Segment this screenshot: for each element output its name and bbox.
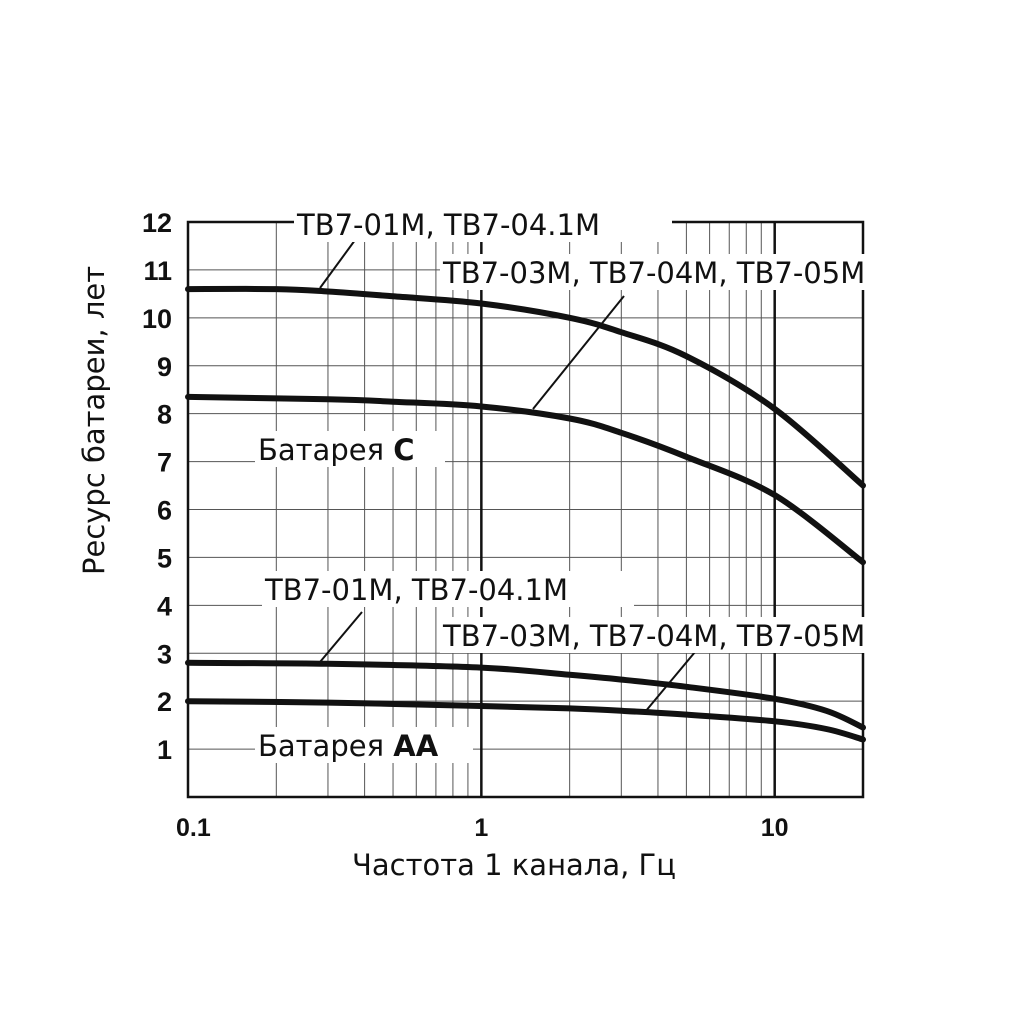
x-axis-title: Частота 1 канала, Гц (352, 848, 676, 882)
leader-aa-bottom (644, 651, 696, 713)
label-bg-aa-bottom (440, 617, 958, 653)
label-bg-c-bottom (440, 254, 958, 290)
x-tick-labels: 0.1 1 10 (176, 814, 789, 842)
x-tick-label: 0.1 (176, 814, 211, 842)
leader-aa-top (319, 611, 363, 663)
y-tick-label: 9 (157, 352, 172, 382)
y-tick-label: 3 (157, 639, 172, 669)
x-tick-label: 1 (474, 814, 488, 842)
series-curves (185, 285, 866, 743)
annotation-aa-bottom: ТВ7-03М, ТВ7-04М, ТВ7-05М (442, 619, 865, 653)
label-bg-aa-top (262, 571, 634, 607)
series-line-2 (185, 393, 866, 566)
x-tick-label: 10 (761, 814, 789, 842)
series-line-4 (185, 698, 866, 743)
label-bg-c-top (294, 206, 672, 242)
annotation-c-top: ТВ7-01М, ТВ7-04.1М (296, 208, 600, 242)
annotation-c-bottom: ТВ7-03М, ТВ7-04М, ТВ7-05М (442, 256, 865, 290)
series-line-1 (185, 285, 866, 489)
label-bg-c-battery (255, 431, 445, 467)
battery-c-label: Батарея C (258, 433, 415, 467)
y-tick-label: 4 (157, 591, 172, 621)
y-tick-label: 11 (143, 256, 172, 286)
annotation-aa-top: ТВ7-01М, ТВ7-04.1М (264, 573, 568, 607)
series-line-3 (185, 659, 866, 731)
y-tick-label: 7 (157, 448, 172, 478)
y-tick-label: 10 (142, 304, 172, 334)
y-tick-label: 12 (142, 208, 172, 238)
leader-c-top (319, 235, 359, 289)
y-tick-label: 8 (157, 400, 172, 430)
y-tick-label: 2 (157, 687, 172, 717)
label-bg-aa-battery (255, 727, 473, 763)
y-tick-label: 6 (157, 496, 172, 526)
leader-c-bottom (532, 295, 625, 410)
y-tick-label: 1 (157, 735, 172, 765)
y-tick-label: 5 (157, 543, 172, 573)
y-axis-title: Ресурс батареи, лет (77, 266, 111, 575)
battery-aa-label: Батарея AA (258, 729, 439, 763)
